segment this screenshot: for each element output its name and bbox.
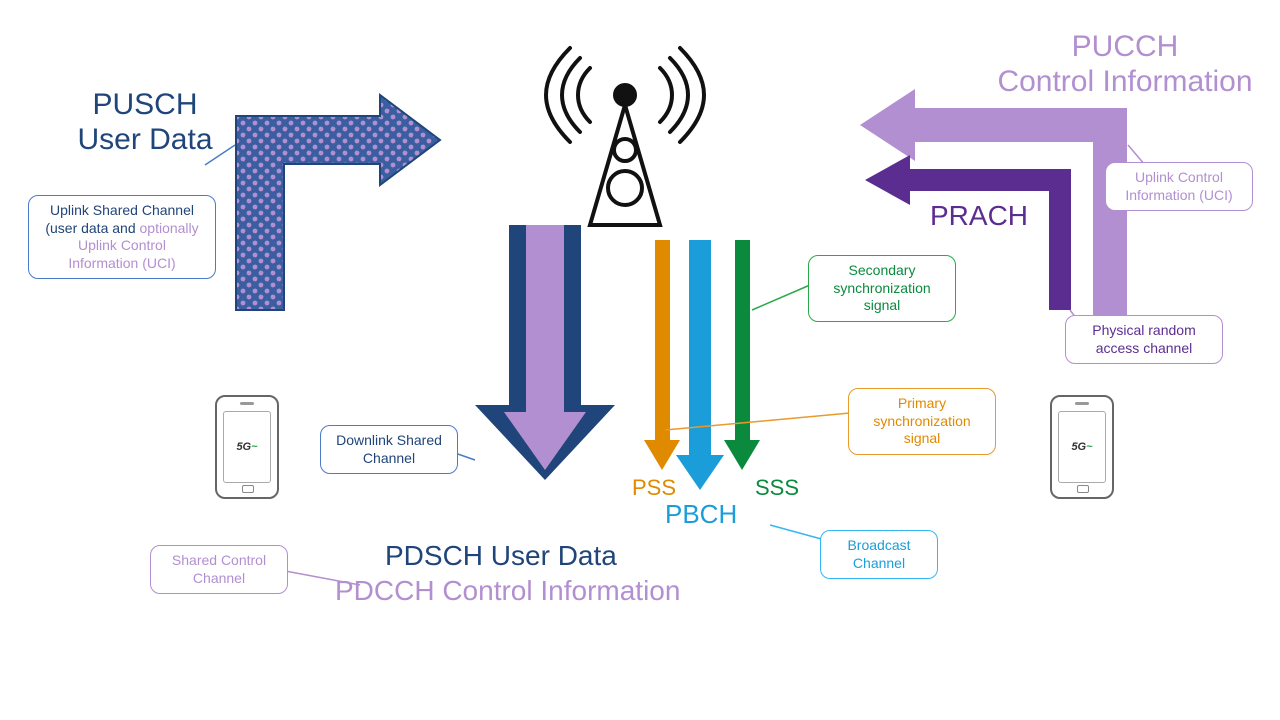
pucch-line2: Control Information	[997, 65, 1252, 98]
phone-icon-right: 5G~	[1050, 395, 1114, 499]
pucch-callout: Uplink Control Information (UCI)	[1105, 162, 1253, 211]
prach-callout: Physical random access channel	[1065, 315, 1223, 364]
pbch-label: PBCH	[665, 500, 737, 530]
pusch-line1: PUSCH	[92, 88, 197, 121]
sss-callout: Secondary synchronization signal	[808, 255, 956, 322]
prach-title: PRACH	[930, 200, 1028, 232]
pss-label: PSS	[632, 475, 676, 500]
pdsch-title: PDSCH User Data	[385, 540, 617, 572]
pusch-title: PUSCH User Data	[55, 88, 235, 157]
pdcch-callout: Shared Control Channel	[150, 545, 288, 594]
pdcch-title: PDCCH Control Information	[335, 575, 680, 607]
pusch-line2: User Data	[77, 123, 212, 156]
diagram-stage: PUSCH User Data PUCCH Control Informatio…	[0, 0, 1280, 720]
sss-label: SSS	[755, 475, 799, 500]
pbch-callout: Broadcast Channel	[820, 530, 938, 579]
pucch-title: PUCCH Control Information	[980, 30, 1270, 99]
pss-callout: Primary synchronization signal	[848, 388, 996, 455]
pusch-callout: Uplink Shared Channel (user data and opt…	[28, 195, 216, 279]
pucch-line1: PUCCH	[1072, 30, 1179, 63]
phone-icon-left: 5G~	[215, 395, 279, 499]
pdsch-callout: Downlink Shared Channel	[320, 425, 458, 474]
